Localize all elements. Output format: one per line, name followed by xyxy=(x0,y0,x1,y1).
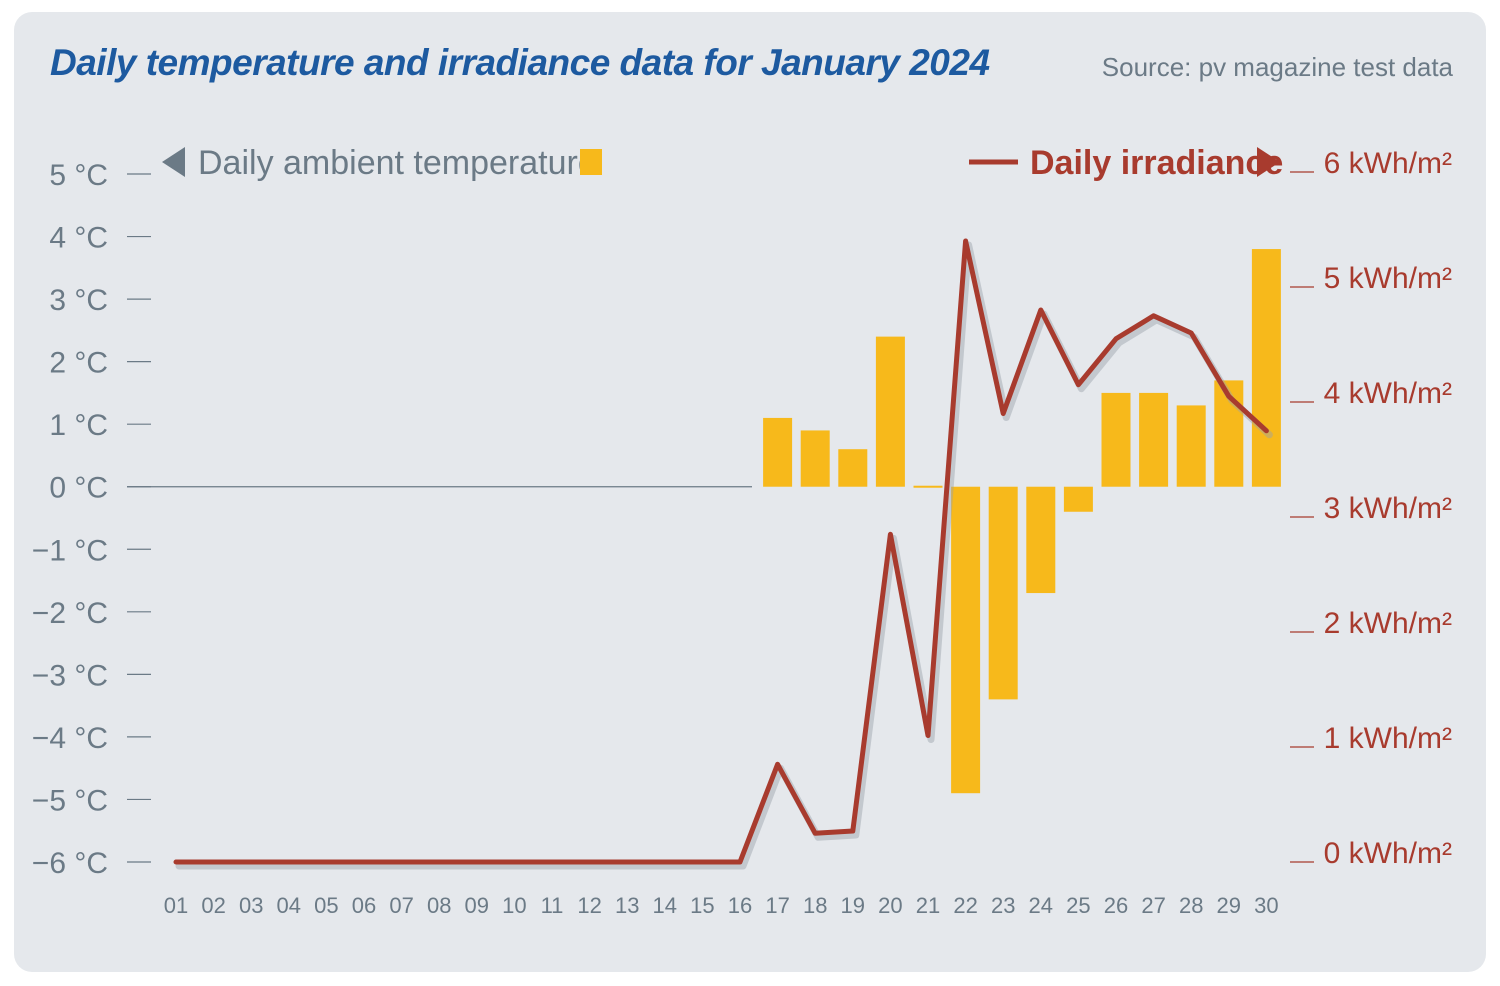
temperature-bar xyxy=(951,486,981,794)
right-tick-label: 1 kWh/m² xyxy=(1324,722,1452,755)
x-tick-label: 28 xyxy=(1179,893,1203,918)
x-tick-label: 30 xyxy=(1254,893,1278,918)
left-arrow-icon xyxy=(162,147,185,177)
x-tick-label: 24 xyxy=(1029,893,1053,918)
left-tick-label: 2 °C xyxy=(49,347,108,380)
left-tick-label: 0 °C xyxy=(49,472,108,505)
irradiance-line-group xyxy=(173,238,1269,865)
x-tick-label: 13 xyxy=(615,893,639,918)
right-arrow-icon xyxy=(1257,147,1280,177)
x-tick-label: 25 xyxy=(1066,893,1090,918)
x-tick-label: 23 xyxy=(991,893,1015,918)
x-tick-label: 21 xyxy=(916,893,940,918)
x-tick-label: 09 xyxy=(465,893,489,918)
left-tick-label: −5 °C xyxy=(32,784,108,817)
legend-temperature-swatch xyxy=(580,149,602,175)
x-tick-label: 17 xyxy=(765,893,789,918)
x-tick-label: 22 xyxy=(953,893,977,918)
right-tick-label: 6 kWh/m² xyxy=(1324,147,1452,180)
right-tick-label: 2 kWh/m² xyxy=(1324,607,1452,640)
chart-panel xyxy=(14,12,1486,972)
temperature-bar xyxy=(763,417,793,487)
temperature-bar xyxy=(1101,392,1131,487)
x-tick-label: 03 xyxy=(239,893,263,918)
x-tick-label: 12 xyxy=(577,893,601,918)
left-tick-label: −3 °C xyxy=(32,659,108,692)
chart-title: Daily temperature and irradiance data fo… xyxy=(50,42,990,83)
left-axis: 5 °C 4 °C 3 °C 2 °C 1 °C 0 °C −1 °C −2 °C −3 °C −… xyxy=(32,159,151,880)
x-tick-label: 04 xyxy=(277,893,301,918)
irradiance-line-shadow xyxy=(175,241,1273,870)
right-tick-label: 0 kWh/m² xyxy=(1324,837,1452,870)
temperature-bar xyxy=(1176,405,1206,487)
x-tick-label: 01 xyxy=(164,893,188,918)
right-tick-label: 4 kWh/m² xyxy=(1324,377,1452,410)
left-tick-label: 5 °C xyxy=(49,159,108,192)
x-tick-label: 14 xyxy=(653,893,677,918)
temperature-bar xyxy=(875,336,905,487)
x-axis: 01 02 03 04 05 06 07 08 09 10 11 12 13 14 15 16 17 18 19 20… xyxy=(164,893,1279,918)
right-axis: 6 kWh/m² 5 kWh/m² 4 kWh/m² 3 kWh/m² 2 kWh/m²… xyxy=(1290,147,1452,870)
x-tick-label: 27 xyxy=(1141,893,1165,918)
irradiance-line xyxy=(173,238,1269,865)
left-tick-label: −4 °C xyxy=(32,722,108,755)
temperature-bar xyxy=(1063,486,1093,512)
temperature-bar xyxy=(838,449,868,487)
x-tick-label: 08 xyxy=(427,893,451,918)
x-tick-label: 07 xyxy=(389,893,413,918)
x-tick-label: 19 xyxy=(841,893,865,918)
legend-temperature-label: Daily ambient temperature xyxy=(198,144,597,182)
x-tick-label: 18 xyxy=(803,893,827,918)
temperature-bar xyxy=(1139,392,1169,487)
x-tick-label: 10 xyxy=(502,893,526,918)
left-tick-label: −2 °C xyxy=(32,597,108,630)
temperature-bar xyxy=(800,430,830,487)
temperature-bar xyxy=(913,485,943,488)
right-tick-label: 3 kWh/m² xyxy=(1324,492,1452,525)
left-tick-label: −1 °C xyxy=(32,534,108,567)
temperature-bar xyxy=(988,486,1018,700)
legend-irradiance-label: Daily irradiance xyxy=(1030,144,1283,182)
temperature-bar xyxy=(1251,249,1281,487)
x-tick-label: 16 xyxy=(728,893,752,918)
x-tick-label: 29 xyxy=(1217,893,1241,918)
left-tick-label: 4 °C xyxy=(49,222,108,255)
source-note: Source: pv magazine test data xyxy=(1101,52,1453,82)
irradiance-line-shadow-path xyxy=(175,241,1273,870)
temperature-bars xyxy=(763,249,1281,794)
x-tick-label: 26 xyxy=(1104,893,1128,918)
left-tick-label: −6 °C xyxy=(32,847,108,880)
x-tick-label: 20 xyxy=(878,893,902,918)
x-tick-label: 06 xyxy=(352,893,376,918)
x-tick-label: 15 xyxy=(690,893,714,918)
x-tick-label: 11 xyxy=(541,893,564,918)
left-tick-label: 1 °C xyxy=(49,409,108,442)
temperature-bar xyxy=(1026,486,1056,594)
x-tick-label: 05 xyxy=(314,893,338,918)
legend: Daily ambient temperature Daily irradian… xyxy=(162,144,1283,182)
x-tick-label: 02 xyxy=(201,893,225,918)
right-tick-label: 5 kWh/m² xyxy=(1324,262,1452,295)
left-tick-label: 3 °C xyxy=(49,284,108,317)
